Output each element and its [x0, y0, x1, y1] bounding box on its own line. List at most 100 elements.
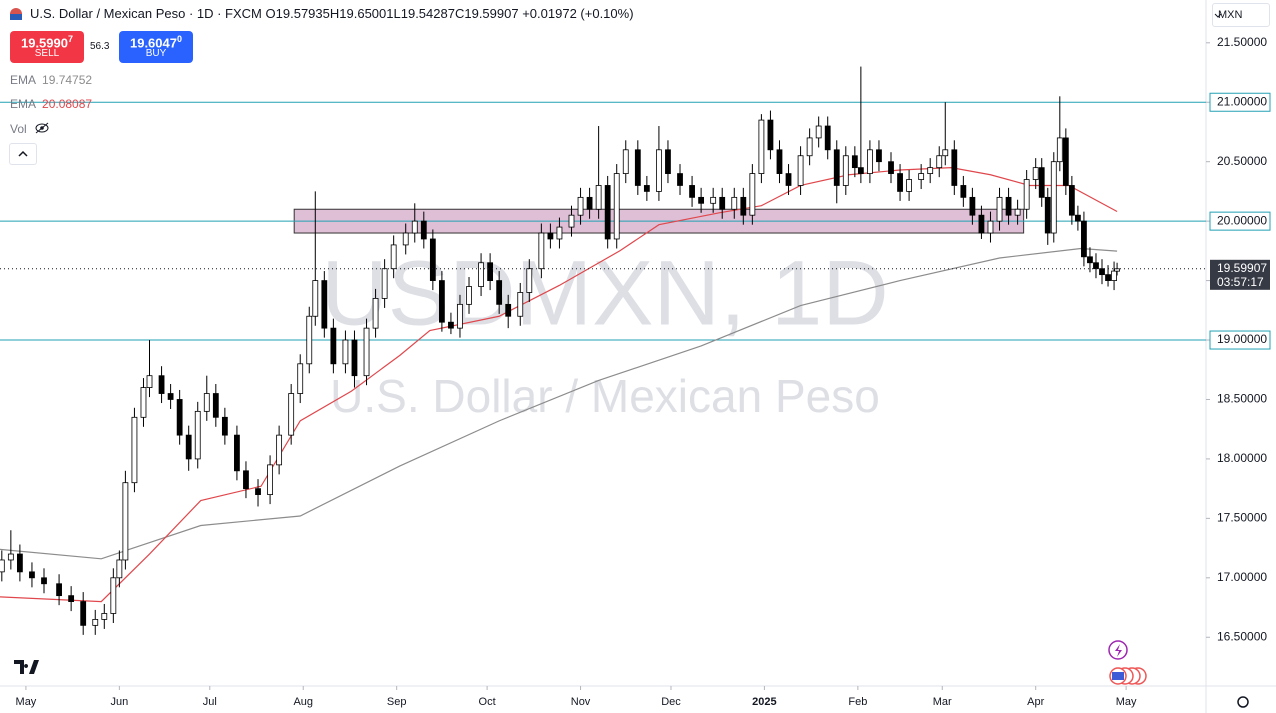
- candle-body: [1068, 185, 1075, 216]
- x-tick-label: Oct: [479, 696, 496, 708]
- candle-body: [634, 149, 641, 186]
- candle-body: [276, 434, 283, 466]
- candle-body: [824, 125, 831, 151]
- candle-body: [402, 232, 409, 246]
- candle-body: [797, 155, 804, 186]
- candle-body: [448, 321, 454, 329]
- indicator-name: EMA: [10, 73, 37, 87]
- candle-body: [857, 167, 864, 174]
- candle-body: [16, 553, 23, 573]
- candle-body: [906, 179, 912, 192]
- candle-body: [1038, 167, 1045, 198]
- buy-price: 19.6047: [129, 35, 177, 51]
- level-label: 20.00000: [1217, 213, 1267, 227]
- x-tick-label: Feb: [848, 696, 867, 708]
- candle-body: [297, 363, 304, 394]
- candle-body: [80, 601, 87, 626]
- candle-body: [689, 185, 695, 198]
- candle-body: [876, 149, 882, 163]
- candle-body: [212, 393, 219, 418]
- volume-indicator[interactable]: Vol: [10, 121, 52, 136]
- indicator-value: 19.74752: [42, 73, 93, 87]
- candle-body: [122, 482, 129, 561]
- candle-body: [466, 286, 472, 305]
- settings-icon[interactable]: [1237, 696, 1249, 708]
- candle-body: [312, 280, 319, 317]
- candle-body: [547, 232, 554, 240]
- candle-body: [622, 149, 629, 174]
- sell-button[interactable]: 19.59907 SELL: [10, 31, 84, 63]
- eye-off-icon[interactable]: [34, 122, 50, 134]
- candle-body: [267, 464, 273, 495]
- y-tick-label: 17.50000: [1217, 511, 1267, 525]
- lightning: [1115, 644, 1122, 657]
- ohlc-label: O: [265, 6, 276, 21]
- x-tick-label: Sep: [387, 696, 407, 708]
- candle-body: [1062, 137, 1069, 186]
- buy-button[interactable]: 19.60470 BUY: [119, 31, 193, 63]
- collapse-button[interactable]: [9, 143, 37, 165]
- indicator-row[interactable]: EMA 19.74752: [10, 73, 92, 87]
- candle-body: [936, 155, 943, 169]
- candle-body: [306, 315, 313, 365]
- candle-body: [390, 244, 397, 270]
- candle-body: [1093, 262, 1099, 270]
- indicator-name: EMA: [10, 97, 37, 111]
- candle-body: [833, 149, 840, 186]
- candle-body: [420, 220, 427, 240]
- tradingview-logo: [14, 660, 39, 674]
- level-label: 21.00000: [1217, 94, 1267, 108]
- x-tick-label: Aug: [293, 696, 313, 708]
- candle-body: [526, 268, 533, 293]
- x-tick-label: Dec: [661, 696, 681, 708]
- candle-body: [429, 238, 436, 281]
- symbol-title[interactable]: U.S. Dollar / Mexican Peso · 1D · FXCM: [30, 6, 262, 21]
- last-price-box: [1210, 259, 1270, 290]
- candle-body: [731, 196, 738, 210]
- x-tick-label: Jul: [203, 696, 217, 708]
- y-tick-label: 21.50000: [1217, 35, 1267, 49]
- candle-body: [665, 149, 671, 174]
- candle-body: [288, 393, 295, 436]
- x-tick-label: May: [1116, 696, 1137, 708]
- ohlc-label: C: [454, 6, 465, 21]
- candle-body: [538, 232, 545, 270]
- candle-body: [1005, 196, 1012, 216]
- indicator-row[interactable]: EMA 20.08087: [10, 97, 92, 111]
- candle-body: [595, 185, 602, 210]
- candle-body: [842, 155, 849, 186]
- candle-body: [918, 173, 925, 180]
- candle-body: [7, 553, 14, 561]
- sell-pip: 7: [67, 34, 73, 44]
- ohlc-value: 19.59907: [464, 6, 519, 21]
- candle-body: [517, 292, 524, 317]
- candle-body: [146, 375, 153, 388]
- candle-body: [867, 149, 873, 174]
- buy-pip: 0: [176, 34, 182, 44]
- candle-body: [116, 559, 123, 579]
- buy-label: BUY: [145, 48, 167, 60]
- candle-body: [101, 613, 108, 620]
- candle-body: [785, 173, 792, 186]
- spread: 56.3: [90, 41, 110, 52]
- candle-body: [56, 583, 62, 597]
- candle-body: [92, 619, 99, 626]
- candle-body: [987, 220, 994, 234]
- y-tick-label: 16.50000: [1217, 629, 1267, 643]
- candle-body: [677, 173, 683, 186]
- currency-select[interactable]: MXN: [1212, 3, 1270, 27]
- candle-body: [1105, 274, 1111, 281]
- candle-body: [815, 125, 822, 139]
- candle-body: [888, 161, 894, 174]
- level-label-box: [1209, 211, 1271, 231]
- symbol-header: U.S. Dollar / Mexican Peso · 1D · FXCM O…: [30, 6, 634, 21]
- y-tick-label: 18.50000: [1217, 392, 1267, 406]
- candle-body: [167, 393, 174, 400]
- candle-body: [29, 571, 35, 579]
- ohlc: O19.57935H19.65001L19.54287C19.59907: [266, 6, 519, 21]
- candle-body: [1014, 208, 1021, 216]
- candle-body: [942, 149, 949, 157]
- candle-body: [1111, 270, 1117, 281]
